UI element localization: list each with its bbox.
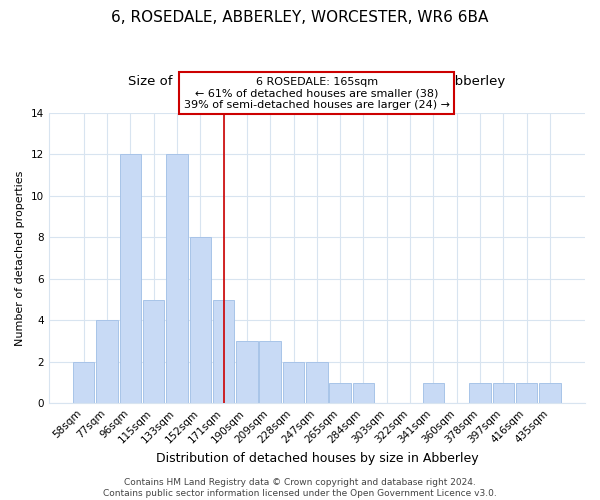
Bar [306, 362, 328, 404]
Bar [166, 154, 188, 404]
Bar [190, 238, 211, 404]
Bar [259, 341, 281, 404]
Bar [353, 382, 374, 404]
Bar [213, 300, 235, 404]
Y-axis label: Number of detached properties: Number of detached properties [15, 170, 25, 346]
Bar [539, 382, 560, 404]
Text: Contains HM Land Registry data © Crown copyright and database right 2024.
Contai: Contains HM Land Registry data © Crown c… [103, 478, 497, 498]
Bar [329, 382, 351, 404]
Text: 6 ROSEDALE: 165sqm
← 61% of detached houses are smaller (38)
39% of semi-detache: 6 ROSEDALE: 165sqm ← 61% of detached hou… [184, 76, 450, 110]
Bar [73, 362, 94, 404]
Text: 6, ROSEDALE, ABBERLEY, WORCESTER, WR6 6BA: 6, ROSEDALE, ABBERLEY, WORCESTER, WR6 6B… [112, 10, 488, 25]
X-axis label: Distribution of detached houses by size in Abberley: Distribution of detached houses by size … [155, 452, 478, 465]
Bar [283, 362, 304, 404]
Bar [493, 382, 514, 404]
Bar [143, 300, 164, 404]
Bar [469, 382, 491, 404]
Bar [422, 382, 444, 404]
Title: Size of property relative to detached houses in Abberley: Size of property relative to detached ho… [128, 75, 505, 88]
Bar [97, 320, 118, 404]
Bar [516, 382, 538, 404]
Bar [236, 341, 257, 404]
Bar [119, 154, 141, 404]
